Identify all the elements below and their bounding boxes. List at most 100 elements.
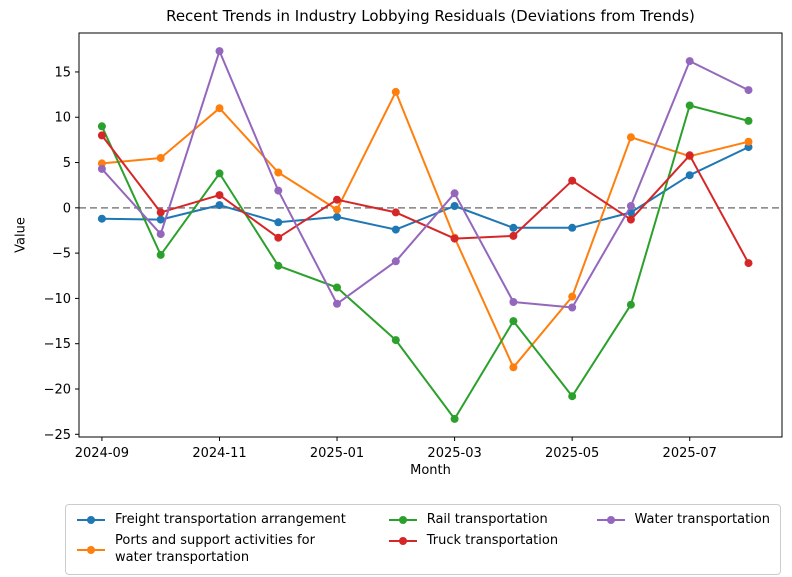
data-point [568, 303, 577, 312]
y-tick-label: 15 [54, 65, 71, 80]
legend: Freight transportation arrangement Ports… [65, 504, 781, 575]
data-point [215, 201, 224, 210]
data-point [509, 317, 518, 326]
data-point [450, 234, 459, 243]
data-point [685, 171, 694, 180]
data-point [333, 212, 341, 221]
data-point [333, 283, 341, 292]
data-point [333, 299, 341, 308]
data-point [97, 214, 106, 223]
legend-column-3: Water transportation [596, 512, 771, 528]
data-point [333, 205, 341, 214]
data-point [274, 233, 283, 242]
legend-column-2: Rail transportation Truck transportation [388, 512, 596, 550]
legend-item-water: Water transportation [596, 512, 771, 528]
data-point [391, 225, 400, 234]
data-point [215, 169, 224, 178]
legend-marker-line-icon [77, 516, 105, 525]
y-tick-label: 5 [63, 156, 71, 171]
data-point [391, 208, 400, 217]
data-point [568, 223, 577, 232]
y-tick-label: −25 [44, 428, 71, 443]
data-point [97, 159, 106, 168]
data-point [509, 298, 518, 306]
legend-label-water: Water transportation [634, 512, 771, 527]
series-ports-and-support-activities-for-water-transportation [97, 87, 753, 372]
data-point [333, 195, 341, 204]
legend-label-rail: Rail transportation [426, 512, 548, 527]
legend-marker-line-icon [596, 516, 625, 525]
data-point [215, 104, 224, 113]
series-water-transportation [97, 47, 753, 312]
data-point [568, 392, 577, 401]
data-point [568, 176, 577, 185]
data-point [626, 215, 635, 224]
data-point [568, 292, 577, 301]
data-point [97, 122, 106, 131]
data-point [509, 363, 518, 372]
plot-border [78, 32, 783, 438]
legend-label-truck: Truck transportation [426, 533, 559, 549]
data-point [509, 231, 518, 240]
data-point [156, 230, 165, 239]
x-axis-ticks: 2024-09 2024-11 2025-01 2025-03 2025-05 2025-… [75, 437, 717, 461]
data-point [391, 257, 400, 266]
data-point [215, 191, 224, 200]
data-point [97, 131, 106, 140]
y-tick-label: −15 [44, 337, 71, 352]
data-point [156, 250, 165, 259]
data-point [626, 202, 635, 210]
legend-item-freight: Freight transportation arrangement [76, 512, 388, 528]
x-tick-label: 2025-01 [310, 446, 364, 461]
legend-item-rail: Rail transportation [388, 512, 596, 528]
data-point [156, 154, 165, 162]
legend-item-truck: Truck transportation [388, 533, 596, 549]
data-point [685, 151, 694, 160]
legend-label-freight: Freight transportation arrangement [115, 512, 346, 527]
series-truck-transportation [97, 131, 753, 268]
data-point [274, 168, 283, 177]
data-point [685, 101, 694, 110]
data-point [626, 300, 635, 309]
data-point [391, 87, 400, 96]
x-axis-label: Month [410, 463, 451, 478]
y-axis-ticks: 15 10 5 0 −5 −10 −15 −20 −25 [44, 65, 79, 443]
data-point [744, 86, 753, 95]
y-tick-label: 0 [63, 201, 71, 216]
data-point [744, 137, 753, 146]
y-tick-label: −5 [52, 247, 71, 262]
x-tick-label: 2024-09 [75, 446, 129, 461]
legend-marker-line-icon [77, 545, 105, 554]
data-point [156, 208, 165, 217]
data-point [450, 414, 459, 423]
x-tick-label: 2025-07 [663, 446, 717, 461]
data-point [509, 223, 518, 232]
legend-item-ports: Ports and support activities for water t… [76, 533, 388, 566]
data-point [274, 186, 283, 195]
series-rail-transportation [97, 101, 753, 423]
data-point [215, 47, 224, 56]
data-point [450, 202, 459, 210]
legend-marker-line-icon [388, 537, 417, 546]
chart-title: Recent Trends in Industry Lobbying Resid… [166, 7, 695, 25]
data-point [685, 57, 694, 66]
series-freight-transportation-arrangement [97, 143, 753, 234]
data-point [274, 261, 283, 270]
x-tick-label: 2025-05 [545, 446, 599, 461]
y-tick-label: −20 [44, 382, 71, 397]
data-point [450, 189, 459, 198]
x-tick-label: 2024-11 [192, 446, 246, 461]
data-point [744, 116, 753, 125]
y-tick-label: −10 [44, 292, 71, 307]
data-point [274, 218, 283, 227]
data-point [626, 133, 635, 142]
legend-label-ports: Ports and support activities for water t… [115, 533, 315, 565]
data-point [156, 215, 165, 224]
legend-column-1: Freight transportation arrangement Ports… [76, 512, 388, 566]
legend-marker-line-icon [388, 516, 417, 525]
x-tick-label: 2025-03 [427, 446, 481, 461]
y-tick-label: 10 [54, 111, 71, 126]
chart-canvas: 15 10 5 0 −5 −10 −15 −20 −25 2024-09 2024-11 2025-0… [44, 32, 783, 461]
data-point [744, 259, 753, 268]
